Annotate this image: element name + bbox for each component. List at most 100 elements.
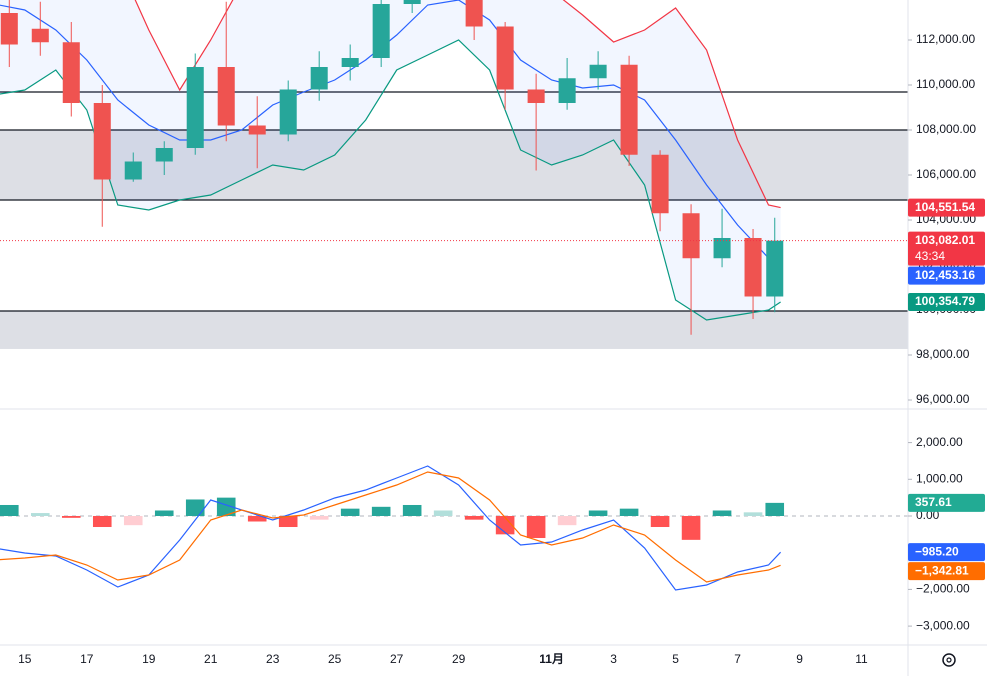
price-tag: 357.61	[908, 493, 985, 512]
x-tick-label: 3	[610, 652, 617, 666]
y-tick-label: 114,000.00	[916, 0, 975, 1]
candle-body	[372, 4, 390, 59]
candle-body	[527, 89, 545, 104]
histogram-bar	[743, 512, 763, 516]
histogram-bar	[92, 515, 112, 528]
price-tag-bg	[908, 543, 985, 562]
x-tick-label: 9	[796, 652, 803, 666]
y-tick-label: 2,000.00	[916, 435, 963, 449]
candle-body	[279, 89, 297, 135]
band-middle	[0, 0, 781, 259]
histogram-bar	[588, 510, 608, 516]
price-tag-label: −985.20	[915, 544, 959, 558]
price-tag-bg	[908, 562, 985, 581]
candle-body	[403, 0, 421, 5]
price-tag-bg	[908, 231, 985, 266]
y-tick-label: −3,000.00	[916, 618, 970, 632]
candle-body	[744, 237, 762, 297]
axes: 15 17 19 21 23 25 27 29 11月 3 5 7 9 11 114,000.00 112,0…	[18, 0, 985, 666]
zone	[0, 310, 908, 349]
price-tag-label: 357.61	[915, 495, 952, 509]
price-tag-label: 100,354.79	[915, 294, 975, 308]
histogram-bar	[433, 510, 453, 516]
signal-line	[0, 471, 781, 583]
histogram-bar	[309, 515, 329, 520]
histogram-bar	[123, 515, 143, 526]
price-tag: −985.20	[908, 543, 985, 562]
histogram-bar	[340, 508, 360, 516]
candle-body	[341, 58, 359, 68]
histogram-bar	[371, 506, 391, 516]
x-tick-label: 27	[390, 652, 404, 666]
price-pane	[0, 0, 908, 349]
x-tick-label: 11月	[539, 652, 564, 666]
y-tick-label: 96,000.00	[916, 392, 970, 406]
price-tag-label: 102,453.16	[915, 268, 975, 282]
histogram-bar	[681, 515, 701, 540]
macd-line	[0, 465, 782, 591]
histogram-bar	[557, 515, 577, 526]
histogram-bar	[30, 513, 50, 516]
price-countdown: 43:34	[915, 249, 945, 263]
candle-body	[124, 161, 142, 180]
histogram-bar	[61, 515, 81, 518]
y-tick-label: 1,000.00	[916, 471, 963, 485]
candle-body	[496, 26, 514, 90]
candle-body	[93, 103, 111, 180]
zone	[0, 130, 908, 200]
histogram-bar	[495, 515, 515, 535]
price-tag-bg	[908, 493, 985, 512]
candle-body	[62, 42, 80, 104]
candle-body	[558, 78, 576, 104]
price-tag: 104,551.54	[908, 198, 985, 217]
candle-body	[620, 64, 638, 155]
band-upper	[134, 0, 781, 209]
candle-body	[589, 64, 607, 79]
price-tag-bg	[908, 293, 985, 312]
price-tag: −1,342.81	[908, 562, 985, 581]
histogram-bar	[765, 502, 785, 516]
histogram-bar	[650, 515, 670, 528]
histogram-bar	[402, 504, 422, 516]
settings-icon[interactable]	[942, 653, 956, 667]
histogram-bar	[712, 510, 732, 516]
x-tick-label: 25	[328, 652, 342, 666]
macd-pane	[0, 465, 908, 591]
x-tick-label: 21	[204, 652, 218, 666]
candle-body	[465, 0, 483, 27]
candle-body	[217, 67, 235, 126]
x-tick-label: 7	[734, 652, 741, 666]
histogram-bar	[0, 504, 19, 516]
candle-body	[248, 125, 266, 135]
candle-body	[186, 67, 204, 148]
y-tick-label: 98,000.00	[916, 347, 970, 361]
y-tick-label: 112,000.00	[916, 32, 975, 46]
y-tick-label: −2,000.00	[916, 582, 970, 596]
histogram-bar	[247, 515, 267, 522]
histogram-bar	[526, 515, 546, 539]
y-tick-label: 108,000.00	[916, 122, 976, 136]
price-tag-label: −1,342.81	[915, 563, 969, 577]
candle-body	[766, 240, 784, 297]
band-lower	[0, 39, 781, 321]
candle-body	[0, 13, 18, 45]
price-tag: 103,082.01 43:34	[908, 231, 985, 266]
candle-body	[713, 237, 731, 259]
x-tick-label: 17	[80, 652, 94, 666]
candle-body	[682, 213, 700, 259]
price-tag-label: 104,551.54	[915, 200, 975, 214]
candle-body	[310, 67, 328, 90]
price-tag-bg	[908, 198, 985, 217]
y-tick-label: 110,000.00	[916, 77, 975, 91]
y-tick-label: 106,000.00	[916, 167, 976, 181]
price-tag: 100,354.79	[908, 293, 985, 312]
histogram-bar	[154, 510, 174, 516]
histogram-bar	[464, 515, 484, 520]
x-tick-label: 23	[266, 652, 280, 666]
x-tick-label: 11	[855, 652, 868, 666]
histogram-bar	[185, 499, 205, 516]
candle-body	[155, 147, 173, 162]
price-tag: 102,453.16	[908, 266, 985, 285]
histogram-bar	[619, 508, 639, 516]
